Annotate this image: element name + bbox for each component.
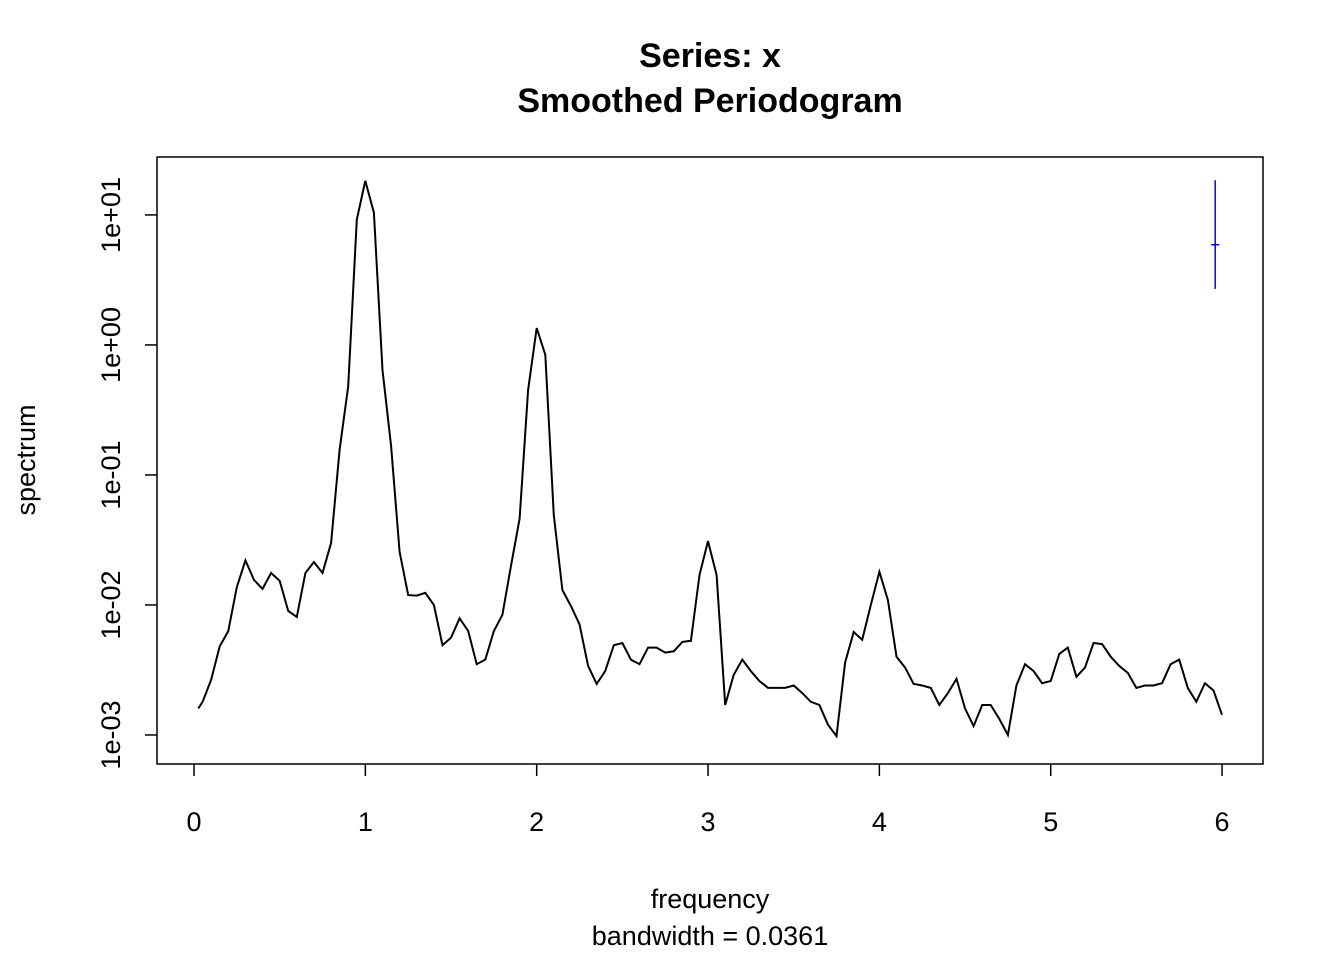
x-tick-label: 4: [872, 807, 887, 837]
y-tick-label: 1e+01: [96, 177, 126, 253]
spectrum-line: [197, 180, 1223, 739]
chart-subtitle: Smoothed Periodogram: [517, 82, 902, 120]
plot-frame: [156, 156, 1264, 765]
y-tick-label: 1e-03: [96, 700, 126, 769]
x-tick-label: 5: [1043, 807, 1058, 837]
x-axis-label: frequency: [651, 884, 770, 914]
y-tick-label: 1e+00: [96, 307, 126, 383]
x-tick-label: 6: [1215, 807, 1230, 837]
y-axis-label: spectrum: [11, 404, 41, 515]
x-tick-label: 2: [529, 807, 544, 837]
x-tick-label: 0: [186, 807, 201, 837]
y-tick-label: 1e-02: [96, 570, 126, 639]
y-tick-label: 1e-01: [96, 440, 126, 509]
x-tick-label: 3: [701, 807, 716, 837]
x-axis-note: bandwidth = 0.0361: [592, 921, 828, 951]
chart-title: Series: x: [639, 37, 781, 75]
x-tick-label: 1: [358, 807, 373, 837]
